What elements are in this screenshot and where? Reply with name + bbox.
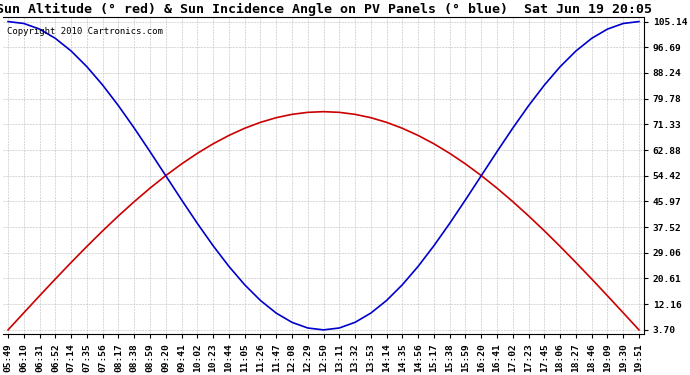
Title: Sun Altitude (° red) & Sun Incidence Angle on PV Panels (° blue)  Sat Jun 19 20:: Sun Altitude (° red) & Sun Incidence Ang… [0,3,651,16]
Text: Copyright 2010 Cartronics.com: Copyright 2010 Cartronics.com [6,27,162,36]
